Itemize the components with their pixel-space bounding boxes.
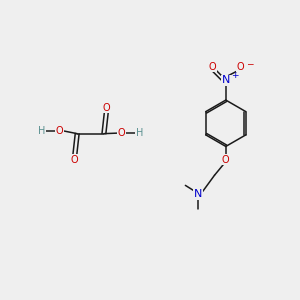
Text: O: O (236, 62, 244, 72)
Text: O: O (71, 154, 79, 164)
Text: −: − (246, 59, 253, 68)
Text: H: H (136, 128, 143, 138)
Text: N: N (222, 76, 230, 85)
Text: O: O (103, 103, 110, 113)
Text: O: O (208, 62, 216, 72)
Text: O: O (56, 126, 63, 136)
Text: O: O (222, 155, 230, 165)
Text: O: O (118, 128, 126, 138)
Text: N: N (194, 189, 202, 199)
Text: +: + (231, 71, 238, 80)
Text: H: H (38, 126, 45, 136)
